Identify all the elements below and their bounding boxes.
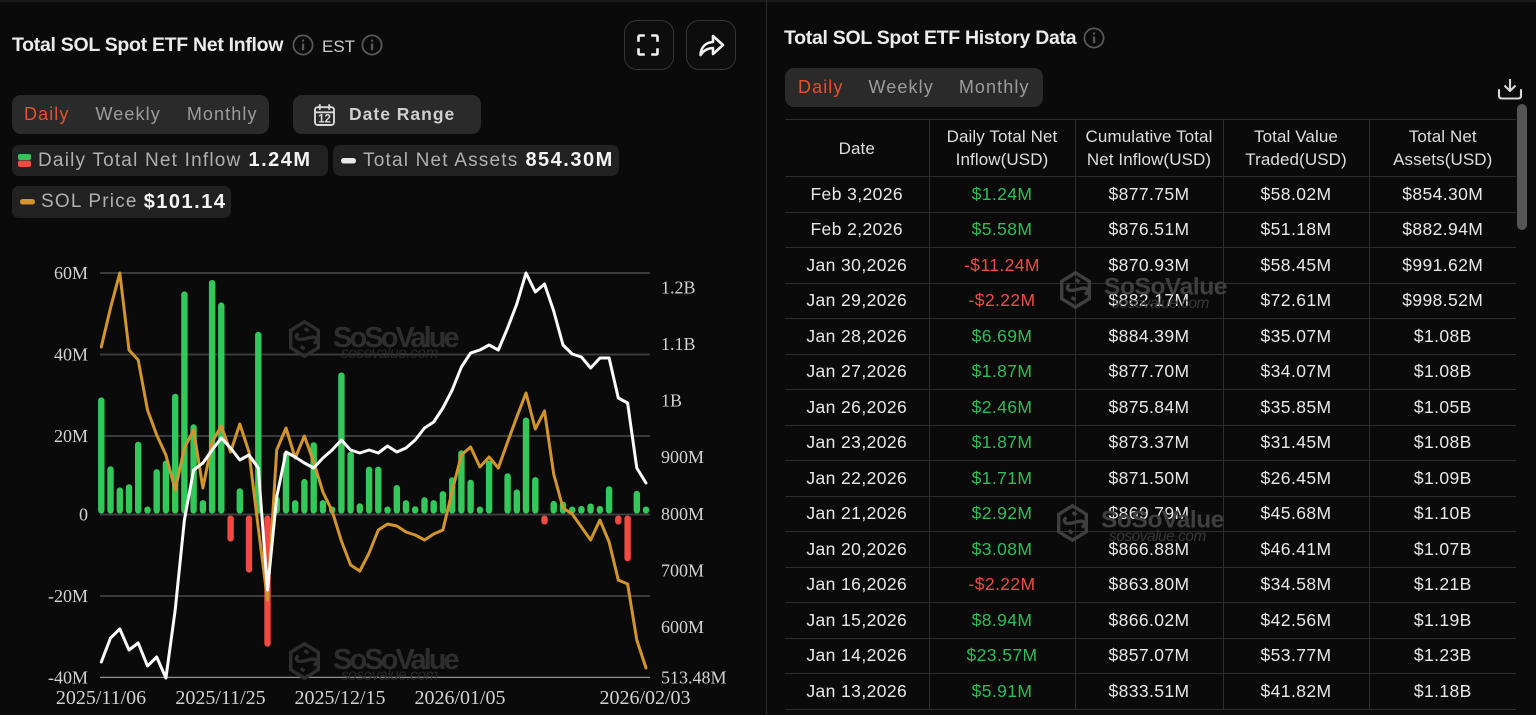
svg-text:600M: 600M: [661, 617, 704, 637]
svg-text:0: 0: [79, 505, 88, 525]
svg-text:2025/11/06: 2025/11/06: [56, 687, 146, 709]
svg-text:sosovalue.com: sosovalue.com: [341, 667, 438, 684]
svg-text:2025/12/15: 2025/12/15: [294, 687, 385, 709]
svg-text:12: 12: [318, 113, 331, 125]
svg-text:20M: 20M: [54, 426, 88, 446]
svg-text:2026/02/03: 2026/02/03: [599, 687, 690, 709]
svg-text:-20M: -20M: [48, 586, 88, 606]
svg-text:1B: 1B: [661, 391, 682, 411]
svg-text:60M: 60M: [54, 263, 88, 283]
svg-text:513.48M: 513.48M: [661, 667, 727, 687]
svg-text:sosovalue.com: sosovalue.com: [341, 345, 438, 362]
svg-text:700M: 700M: [661, 560, 704, 580]
svg-text:40M: 40M: [54, 345, 88, 365]
svg-text:2026/01/05: 2026/01/05: [414, 687, 505, 709]
svg-text:1.2B: 1.2B: [661, 277, 696, 297]
svg-text:-40M: -40M: [48, 667, 88, 687]
svg-text:SoSoValue: SoSoValue: [333, 322, 460, 354]
svg-text:SoSoValue: SoSoValue: [333, 644, 460, 676]
svg-text:1.1B: 1.1B: [661, 334, 696, 354]
svg-text:800M: 800M: [661, 504, 704, 524]
svg-text:900M: 900M: [661, 447, 704, 467]
svg-text:2025/11/25: 2025/11/25: [175, 687, 265, 709]
